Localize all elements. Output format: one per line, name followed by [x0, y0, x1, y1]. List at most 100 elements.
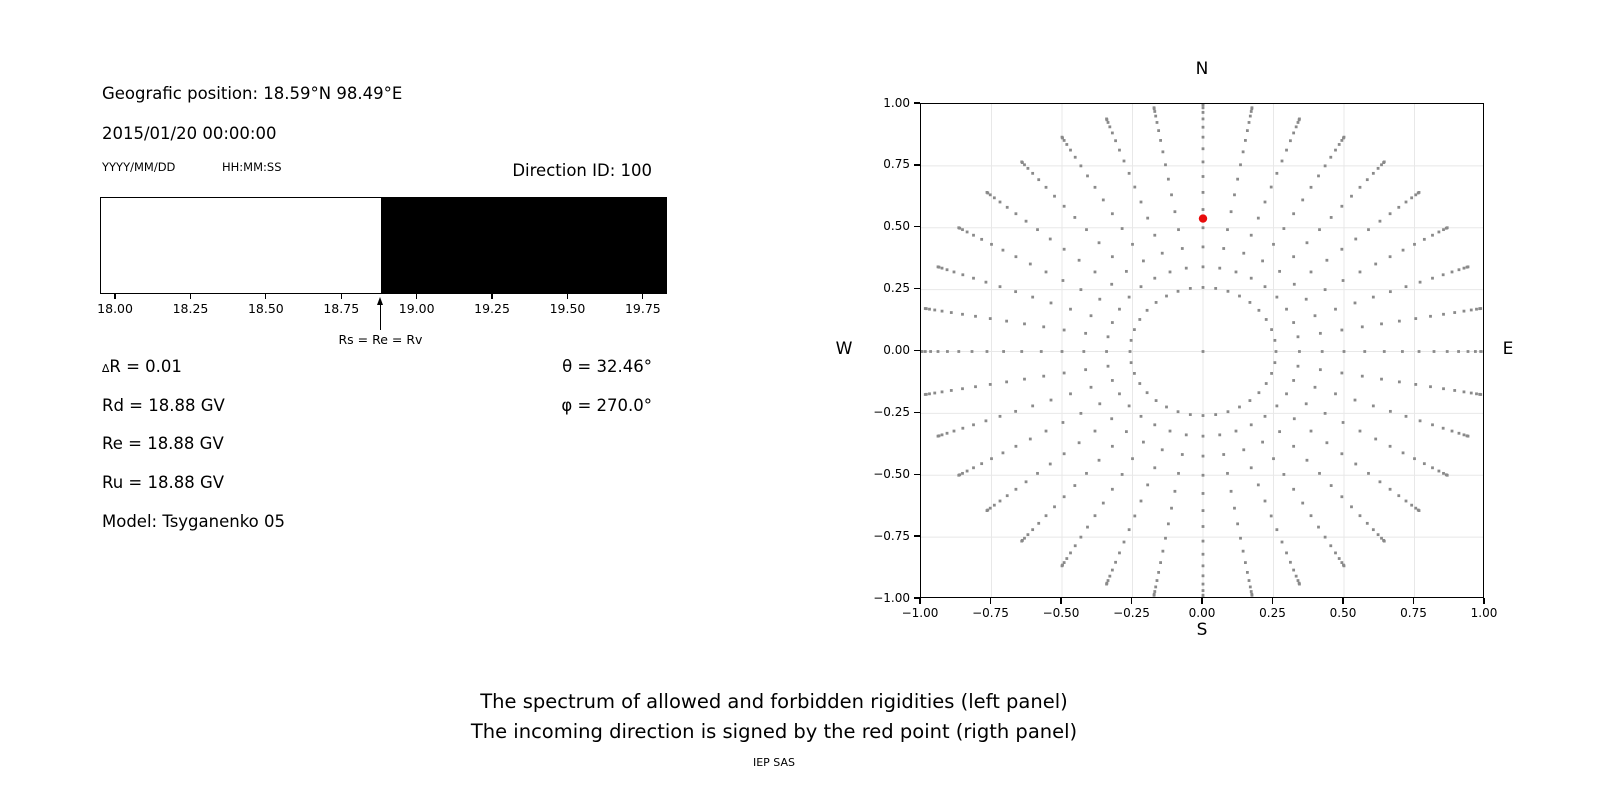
direction-grid-dot — [1431, 233, 1434, 237]
direction-grid-dot — [1160, 251, 1164, 255]
direction-grid-dot — [1122, 159, 1126, 163]
sky-y-tick-mark — [914, 597, 920, 599]
direction-grid-dot — [1323, 164, 1327, 168]
direction-grid-dot — [1028, 262, 1032, 266]
direction-grid-dot — [1110, 131, 1114, 135]
direction-grid-dot — [1155, 121, 1159, 124]
direction-grid-dot — [1292, 417, 1296, 421]
direction-grid-dot — [1257, 391, 1261, 395]
rigidity-spectrum-plot — [100, 197, 667, 294]
direction-grid-dot — [1365, 521, 1369, 525]
direction-grid-dot — [1272, 242, 1275, 246]
delta-r-value: R = 0.01 — [109, 357, 182, 376]
time-format-label: HH:MM:SS — [222, 160, 282, 174]
direction-grid-dot — [1397, 494, 1401, 498]
direction-grid-dot — [1159, 561, 1162, 564]
direction-grid-dot — [1170, 193, 1173, 197]
direction-grid-dot — [1122, 540, 1126, 544]
direction-grid-dot — [1127, 171, 1131, 175]
direction-grid-dot — [1110, 417, 1114, 421]
direction-grid-dot — [1329, 216, 1333, 219]
direction-grid-dot — [1201, 525, 1205, 528]
direction-grid-dot — [945, 268, 949, 272]
direction-grid-dot — [1120, 227, 1124, 230]
direction-grid-dot — [1397, 380, 1401, 384]
direction-grid-dot — [1285, 307, 1288, 311]
direction-grid-dot — [1222, 247, 1226, 250]
direction-grid-dot — [1201, 208, 1205, 211]
direction-grid-dot — [1249, 590, 1253, 593]
direction-grid-dot — [1388, 255, 1392, 259]
direction-grid-dot — [1118, 148, 1121, 152]
direction-grid-dot — [936, 350, 940, 353]
direction-grid-dot — [1133, 372, 1136, 375]
direction-grid-dot — [1153, 110, 1157, 113]
sky-y-tick-mark — [914, 411, 920, 414]
direction-grid-dot — [1296, 364, 1300, 368]
direction-grid-dot — [1248, 301, 1252, 304]
direction-grid-dot — [1296, 579, 1300, 582]
direction-grid-dot — [1244, 139, 1247, 142]
direction-grid-dot — [1168, 429, 1172, 433]
direction-grid-dot — [1201, 539, 1205, 543]
spectrum-tick-mark — [491, 294, 493, 299]
direction-grid-dot — [1270, 328, 1273, 331]
direction-grid-dot — [1153, 233, 1157, 237]
direction-grid-dot — [1168, 270, 1172, 274]
direction-grid-dot — [1275, 171, 1279, 175]
direction-grid-dot — [1229, 489, 1233, 493]
direction-grid-dot — [1093, 429, 1097, 433]
direction-grid-dot — [1469, 391, 1473, 395]
direction-grid-dot — [1350, 194, 1353, 198]
direction-grid-dot — [1388, 212, 1392, 216]
direction-grid-dot — [1161, 150, 1165, 154]
direction-grid-dot — [1363, 350, 1367, 353]
spectrum-tick-label: 18.25 — [172, 301, 209, 316]
direction-grid-dot — [1127, 528, 1131, 532]
direction-grid-dot — [1061, 421, 1065, 424]
direction-grid-dot — [1101, 198, 1105, 202]
direction-grid-dot — [1146, 216, 1150, 220]
direction-grid-dot — [1142, 259, 1145, 263]
direction-grid-dot — [1065, 557, 1069, 560]
direction-grid-dot — [1062, 204, 1066, 208]
cutoff-arrow-head — [376, 297, 383, 305]
forbidden-rigidity-region — [380, 198, 666, 293]
direction-grid-dot — [1442, 312, 1445, 316]
direction-grid-dot — [1340, 204, 1344, 208]
spectrum-tick-label: 19.75 — [624, 301, 661, 316]
direction-grid-dot — [1073, 544, 1077, 548]
sky-y-tick-label: 0.50 — [883, 219, 910, 234]
direction-grid-dot — [1263, 285, 1267, 289]
direction-grid-dot — [1292, 212, 1296, 216]
direction-grid-dot — [1249, 466, 1253, 470]
compass-west-label: W — [835, 339, 853, 359]
direction-grid-dot — [1241, 549, 1245, 553]
direction-grid-dot — [1457, 268, 1461, 272]
direction-grid-dot — [1133, 185, 1137, 189]
direction-grid-dot — [1269, 185, 1273, 189]
direction-grid-dot — [1044, 270, 1048, 274]
direction-grid-dot — [1418, 419, 1422, 423]
spectrum-tick-label: 19.25 — [474, 301, 510, 316]
direction-grid-dot — [1110, 212, 1114, 216]
sky-y-tick-label: 0.25 — [883, 281, 910, 296]
direction-grid-dot — [1131, 242, 1134, 246]
sky-y-tick-label: −0.25 — [873, 404, 910, 419]
direction-grid-dot — [1201, 104, 1205, 106]
direction-grid-dot — [1245, 571, 1249, 574]
direction-grid-dot — [1037, 178, 1041, 182]
direction-grid-dot — [1014, 212, 1018, 216]
direction-grid-dot — [1371, 295, 1375, 299]
direction-grid-dot — [1201, 454, 1205, 458]
spectrum-tick-label: 18.75 — [323, 301, 360, 316]
direction-grid-dot — [1437, 469, 1441, 473]
direction-grid-dot — [1309, 429, 1313, 433]
direction-grid-dot — [1298, 350, 1301, 353]
direction-grid-dot — [988, 193, 992, 197]
sky-y-tick-mark — [914, 473, 920, 475]
direction-grid-dot — [1445, 473, 1449, 477]
direction-grid-dot — [1313, 314, 1317, 318]
direction-grid-dot — [1301, 501, 1305, 505]
direction-grid-dot — [1256, 216, 1260, 220]
